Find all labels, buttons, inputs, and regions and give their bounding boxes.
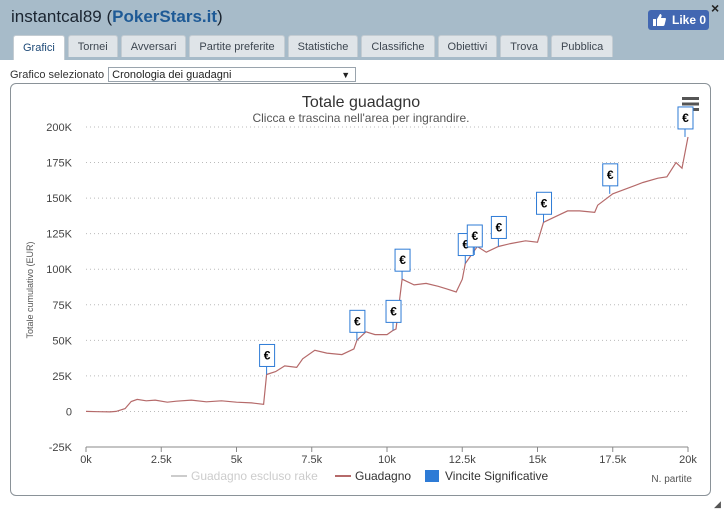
facebook-like-button[interactable]: Like 0: [648, 10, 709, 30]
site-name[interactable]: PokerStars.it: [112, 7, 218, 26]
close-icon[interactable]: ×: [711, 0, 720, 16]
window-title: instantcal89 (PokerStars.it): [11, 7, 223, 26]
resize-handle-icon[interactable]: ◢: [714, 499, 721, 509]
tab-trova[interactable]: Trova: [500, 35, 549, 57]
tab-classifiche[interactable]: Classifiche: [361, 35, 435, 57]
dropdown-arrow-icon: ▼: [341, 69, 351, 80]
like-label: Like 0: [672, 13, 707, 27]
chart-selector-label: Grafico selezionato: [10, 68, 105, 81]
chart-selector-value: Cronologia dei guadagni: [112, 68, 232, 81]
chart-menu-icon[interactable]: [682, 97, 699, 111]
tab-tornei[interactable]: Tornei: [67, 35, 118, 57]
thumbs-up-icon: [653, 14, 666, 26]
window-titlebar: instantcal89 (PokerStars.it) Like 0 × Gr…: [0, 0, 724, 60]
chart-selector-row: Grafico selezionato Cronologia dei guada…: [10, 67, 357, 82]
tab-grafici[interactable]: Grafici: [13, 35, 65, 60]
tab-obiettivi[interactable]: Obiettivi: [437, 35, 498, 57]
tab-partite-preferite[interactable]: Partite preferite: [189, 35, 285, 57]
chart-panel: [10, 83, 711, 496]
tab-avversari[interactable]: Avversari: [120, 35, 187, 57]
tab-pubblica[interactable]: Pubblica: [551, 35, 614, 57]
chart-selector-dropdown[interactable]: Cronologia dei guadagni ▼: [108, 67, 357, 82]
username: instantcal89: [11, 7, 102, 26]
tab-statistiche[interactable]: Statistiche: [287, 35, 359, 57]
tab-bar: Grafici Tornei Avversari Partite preferi…: [13, 35, 614, 60]
